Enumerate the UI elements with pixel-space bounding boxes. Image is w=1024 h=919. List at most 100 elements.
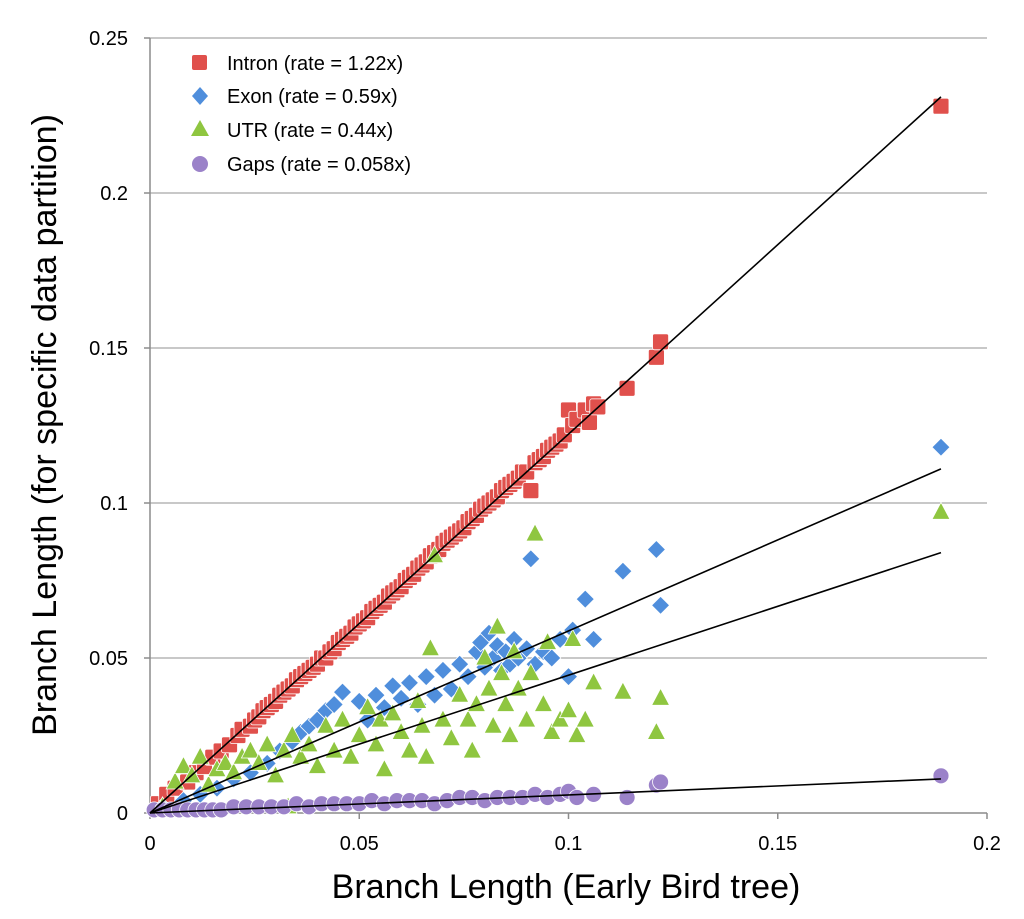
trendline-exon <box>149 468 942 814</box>
x-tick-labels: 0 0.05 0.1 0.15 0.2 <box>144 833 1000 855</box>
utr-point <box>462 740 482 759</box>
exon-point <box>366 685 386 705</box>
utr-point <box>487 616 508 635</box>
gridlines <box>150 37 987 659</box>
utr-point <box>257 733 277 753</box>
x-tick-label: 0.05 <box>340 833 379 855</box>
utr-point <box>420 637 441 657</box>
utr-point <box>374 758 395 777</box>
x-tick-label: 0.15 <box>758 833 797 855</box>
legend-marker-exon <box>192 87 208 105</box>
exon-point <box>613 561 633 581</box>
exon-point <box>433 660 453 680</box>
trendline-intron <box>149 96 942 814</box>
utr-point <box>198 774 219 793</box>
intron-point <box>522 482 540 500</box>
utr-point <box>613 681 633 700</box>
utr-point <box>500 724 520 743</box>
exon-point <box>383 676 403 696</box>
legend: Intron (rate = 1.22x) Exon (rate = 0.59x… <box>191 53 411 176</box>
legend-item-exon: Exon (rate = 0.59x) <box>192 86 398 108</box>
utr-point <box>408 690 428 709</box>
utr-point <box>316 715 336 734</box>
y-tick-labels: 0 0.05 0.1 0.15 0.2 0.25 <box>89 28 128 825</box>
gaps-point <box>652 773 669 791</box>
y-tick-label: 0.25 <box>89 28 128 50</box>
intron-point <box>618 379 636 397</box>
utr-point <box>521 662 541 681</box>
utr-point <box>567 724 587 743</box>
gaps-point <box>932 767 950 785</box>
exon-point <box>651 595 671 615</box>
utr-point <box>575 709 595 728</box>
exon-point <box>450 654 470 674</box>
x-tick-label: 0 <box>144 833 155 855</box>
utr-point <box>533 693 554 712</box>
utr-point <box>366 733 386 753</box>
trendline-utr <box>149 551 942 814</box>
exon-point <box>575 589 595 609</box>
y-tick-label: 0.05 <box>89 648 128 670</box>
exon-point <box>584 629 604 649</box>
utr-point <box>416 746 436 765</box>
utr-point <box>349 724 369 743</box>
exon-point <box>646 539 666 560</box>
utr-point <box>542 721 562 740</box>
intron-point <box>932 97 950 115</box>
gaps-point <box>618 789 636 806</box>
exon-point <box>399 673 420 693</box>
utr-point <box>265 764 286 784</box>
utr-point <box>441 727 461 746</box>
legend-item-intron: Intron (rate = 1.22x) <box>192 53 403 75</box>
legend-marker-utr <box>191 120 209 136</box>
utr-point <box>383 702 403 722</box>
y-tick-label: 0.2 <box>100 183 128 205</box>
utr-point <box>399 740 420 759</box>
utr-point <box>475 647 495 666</box>
x-tick-label: 0.2 <box>973 833 1001 855</box>
utr-point <box>282 724 302 743</box>
utr-point <box>537 631 558 650</box>
exon-point <box>521 549 541 569</box>
exon-point <box>391 688 411 708</box>
utr-point <box>357 696 378 715</box>
y-tick-label: 0.15 <box>89 338 128 360</box>
utr-point <box>274 740 294 759</box>
legend-label-intron: Intron (rate = 1.22x) <box>227 53 403 75</box>
utr-point <box>249 752 269 771</box>
exon-point <box>332 682 353 702</box>
gaps-point <box>568 789 586 806</box>
utr-point <box>550 709 570 728</box>
utr-point <box>332 709 353 728</box>
intron-point <box>647 348 665 366</box>
utr-point <box>496 693 516 712</box>
utr-point <box>165 771 185 790</box>
series-utr <box>152 501 951 815</box>
utr-point <box>558 699 579 719</box>
intron-point <box>581 413 598 431</box>
utr-point <box>215 752 235 771</box>
legend-item-gaps: Gaps (rate = 0.058x) <box>192 154 411 176</box>
utr-point <box>483 715 503 734</box>
utr-point <box>173 755 194 774</box>
utr-point <box>583 671 604 691</box>
y-tick-label: 0.1 <box>100 493 128 515</box>
utr-point <box>525 523 545 542</box>
x-tick-label: 0.1 <box>555 833 583 855</box>
exon-point <box>931 437 951 457</box>
utr-point <box>516 709 537 728</box>
utr-point <box>307 755 328 774</box>
utr-point <box>450 684 470 703</box>
trend-lines <box>149 96 942 814</box>
utr-point <box>491 662 512 681</box>
utr-point <box>650 687 671 706</box>
utr-point <box>240 740 261 759</box>
utr-point <box>504 640 524 660</box>
data-points <box>145 97 951 819</box>
utr-point <box>646 721 667 740</box>
y-tick-label: 0 <box>117 803 128 825</box>
legend-label-gaps: Gaps (rate = 0.058x) <box>227 154 411 176</box>
exon-point <box>542 648 562 668</box>
utr-point <box>190 746 210 765</box>
